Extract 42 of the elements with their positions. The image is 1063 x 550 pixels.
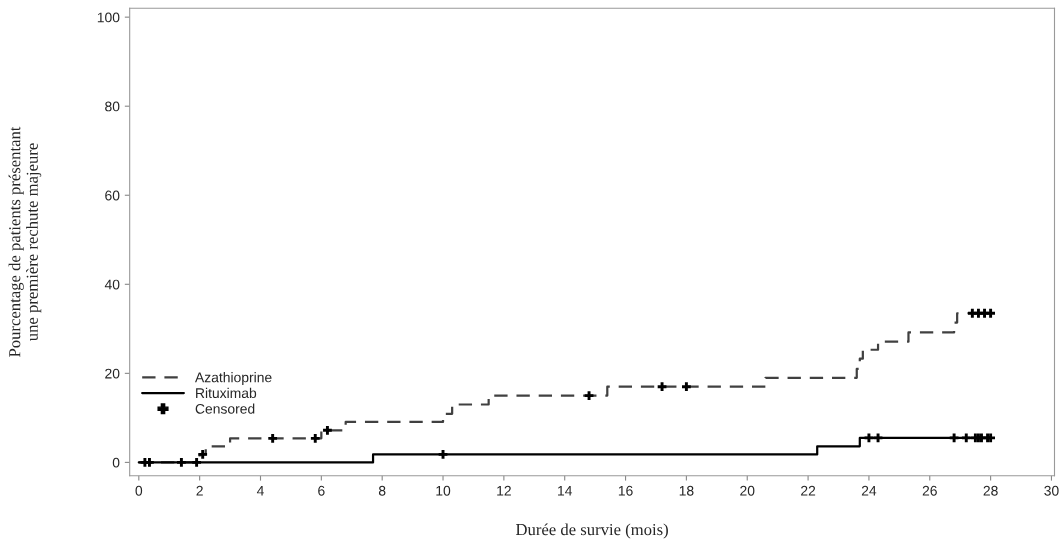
y-tick-label: 20 — [105, 368, 120, 379]
point — [864, 433, 874, 443]
x-tick-label: 16 — [618, 485, 633, 496]
x-axis-title: Durée de survie (mois) — [515, 523, 668, 539]
legend-label: Azathioprine — [194, 372, 272, 386]
x-tick-label: 14 — [558, 485, 573, 496]
y-axis-title: Pourcentage de patients présentant une première rechute majeure — [8, 126, 42, 357]
point — [657, 382, 667, 392]
x-tick-label: 12 — [497, 485, 511, 496]
point — [682, 382, 691, 392]
y-tick-label: 60 — [105, 190, 120, 201]
x-tick-label: 26 — [922, 485, 937, 496]
y-tick-label: 0 — [112, 457, 120, 468]
point — [986, 308, 995, 318]
point — [192, 458, 201, 467]
point — [961, 433, 971, 443]
x-tick-label: 8 — [378, 485, 386, 496]
x-tick-label: 6 — [318, 485, 325, 496]
x-tick-label: 0 — [135, 485, 143, 496]
y-tick-label: 40 — [104, 279, 120, 290]
point — [584, 391, 594, 400]
x-tick-label: 22 — [801, 485, 816, 496]
point — [268, 433, 278, 443]
x-tick-label: 30 — [1044, 485, 1059, 496]
x-tick-label: 4 — [256, 485, 264, 496]
y-tick-label: 80 — [105, 101, 120, 112]
x-tick-label: 20 — [740, 485, 755, 496]
point — [145, 458, 154, 467]
y-tick-label: 100 — [97, 12, 120, 23]
point — [323, 425, 332, 435]
point — [198, 449, 208, 459]
x-tick-label: 24 — [861, 485, 877, 496]
legend-label: Rituximab — [196, 387, 257, 399]
x-tick-label: 10 — [436, 485, 451, 496]
x-tick-label: 2 — [196, 485, 203, 496]
x-tick-label: 28 — [983, 485, 998, 496]
point — [949, 433, 959, 443]
point — [873, 433, 883, 443]
x-tick-label: 18 — [679, 485, 694, 496]
point — [177, 458, 186, 467]
legend-label: Censored — [195, 403, 255, 414]
point — [310, 433, 320, 443]
